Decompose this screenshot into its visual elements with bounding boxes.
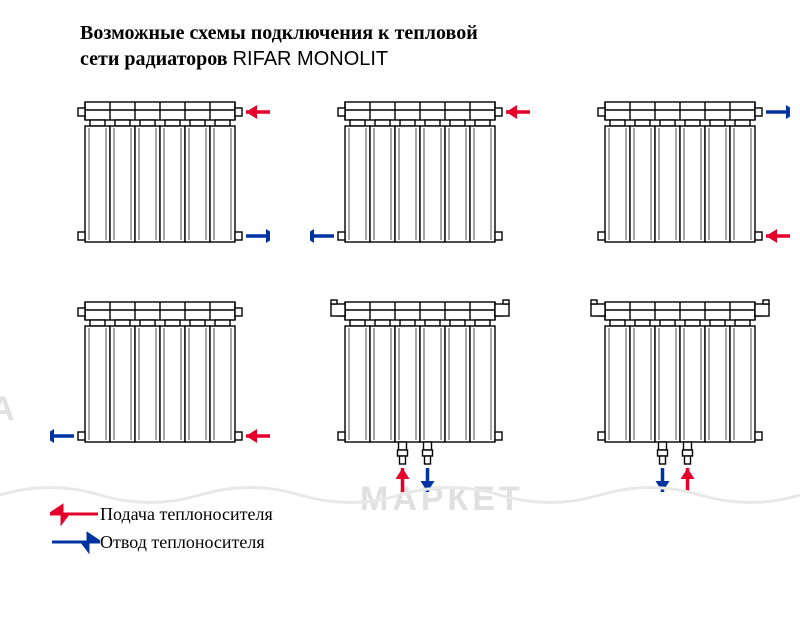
return-arrow-icon: [50, 530, 100, 554]
diagram-title: Возможные схемы подключения к тепловой с…: [80, 20, 780, 72]
scheme-2: [310, 92, 530, 272]
scheme-6: [570, 292, 790, 472]
legend-supply-label: Подача теплоносителя: [100, 504, 273, 525]
legend: Подача теплоносителя Отвод теплоносителя: [50, 502, 780, 554]
title-line1: Возможные схемы подключения к тепловой: [80, 22, 478, 44]
legend-return-label: Отвод теплоносителя: [100, 532, 265, 553]
schemes-grid: [50, 92, 750, 472]
watermark-fragment: А: [0, 390, 19, 429]
legend-supply: Подача теплоносителя: [50, 502, 780, 526]
title-brand: RIFAR MONOLIT: [233, 48, 389, 70]
scheme-5: [310, 292, 530, 472]
title-line2: сети радиаторов: [80, 48, 233, 70]
scheme-1: [50, 92, 270, 272]
supply-arrow-icon: [50, 502, 100, 526]
scheme-4: [50, 292, 270, 472]
legend-return: Отвод теплоносителя: [50, 530, 780, 554]
scheme-3: [570, 92, 790, 272]
